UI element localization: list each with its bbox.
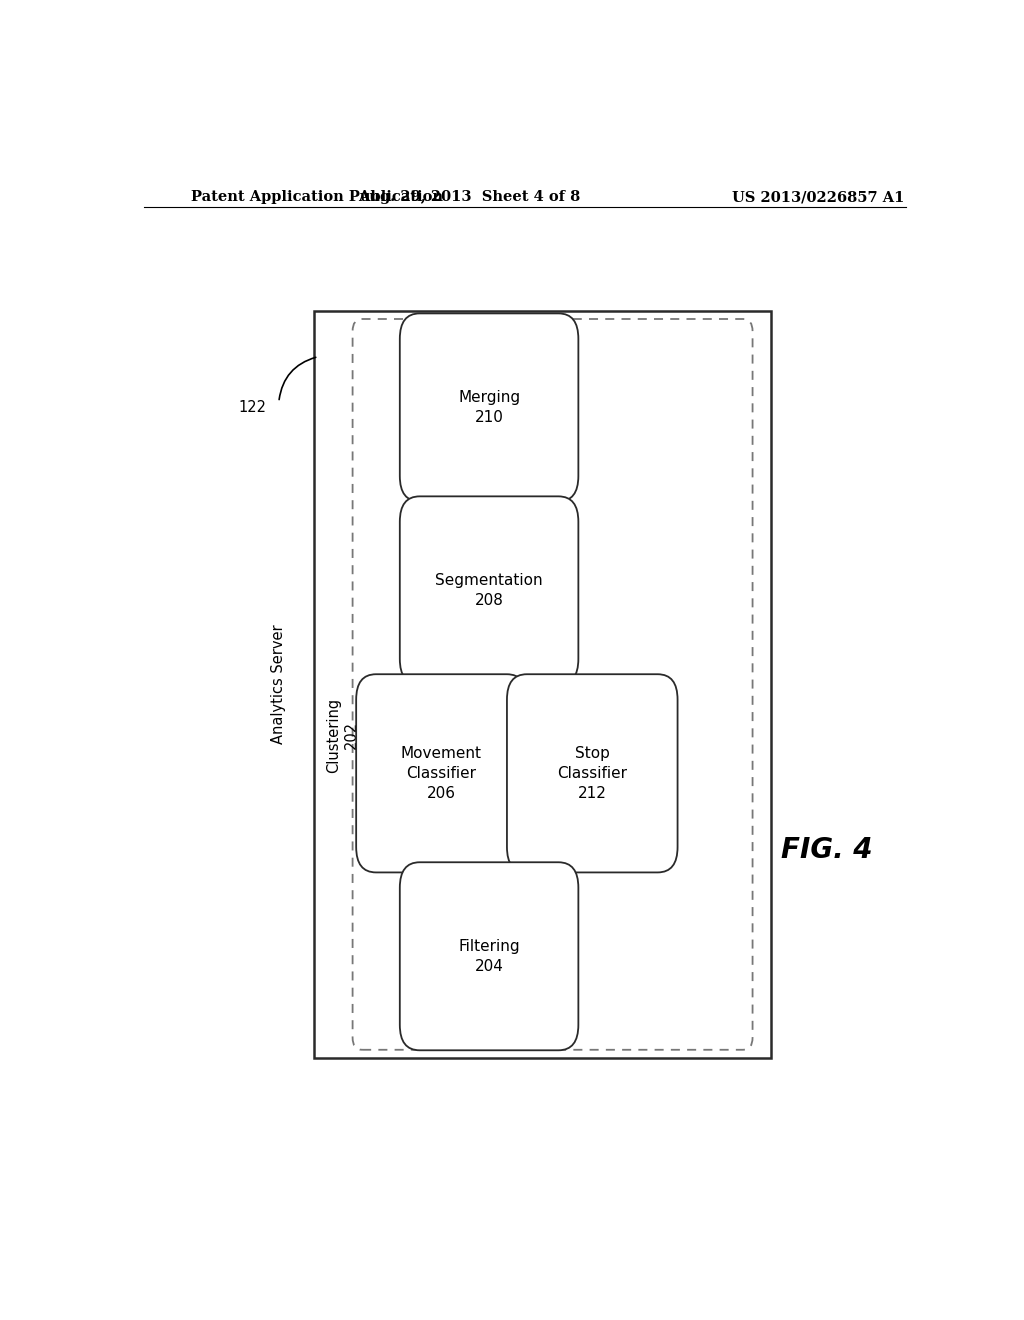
FancyBboxPatch shape [399,862,579,1051]
FancyBboxPatch shape [399,313,579,502]
FancyBboxPatch shape [507,675,678,873]
FancyBboxPatch shape [314,312,771,1057]
Text: Analytics Server: Analytics Server [271,624,287,744]
Text: Clustering
202: Clustering 202 [326,698,358,772]
Text: Filtering
204: Filtering 204 [459,939,520,974]
FancyBboxPatch shape [399,496,579,684]
Text: Stop
Classifier
212: Stop Classifier 212 [557,746,628,801]
Text: Aug. 29, 2013  Sheet 4 of 8: Aug. 29, 2013 Sheet 4 of 8 [358,190,581,205]
Text: Merging
210: Merging 210 [458,389,520,425]
Text: Segmentation
208: Segmentation 208 [435,573,543,607]
Text: FIG. 4: FIG. 4 [780,836,872,863]
Text: US 2013/0226857 A1: US 2013/0226857 A1 [732,190,904,205]
Text: Movement
Classifier
206: Movement Classifier 206 [401,746,482,801]
FancyBboxPatch shape [352,319,753,1049]
Text: Patent Application Publication: Patent Application Publication [191,190,443,205]
Text: 122: 122 [239,400,267,414]
FancyBboxPatch shape [356,675,526,873]
